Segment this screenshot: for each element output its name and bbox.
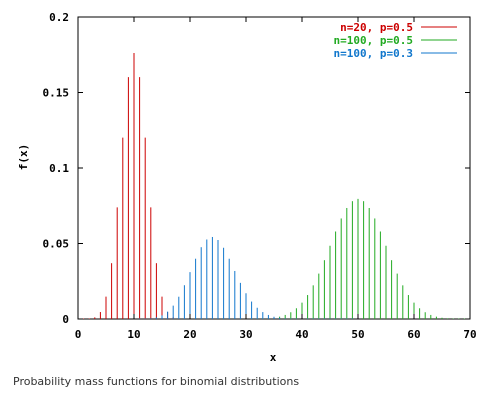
bars-group <box>77 52 471 319</box>
ticks-group: 0 10 20 30 40 50 60 70 0 0.05 0.1 0.15 0.2 <box>43 11 477 341</box>
binomial-pmf-chart: 0 10 20 30 40 50 60 70 0 0.05 0.1 0.15 0.2 f(x) x n=… <box>17 11 477 364</box>
legend: n=20, p=0.5n=100, p=0.5n=100, p=0.3 <box>334 21 457 60</box>
x-tick-label-50: 50 <box>351 328 364 341</box>
x-tick-label-40: 40 <box>295 328 308 341</box>
plot-frame-group <box>77 16 471 320</box>
y-tick-label-2: 0.1 <box>49 162 69 175</box>
x-tick-label-10: 10 <box>127 328 140 341</box>
figure-caption: Probability mass functions for binomial … <box>13 375 300 388</box>
plot-frame <box>77 16 471 320</box>
legend-label-1: n=20, p=0.5 <box>340 21 413 34</box>
y-tick-label-4: 0.2 <box>49 11 69 24</box>
x-tick-label-70: 70 <box>463 328 476 341</box>
y-tick-label-1: 0.05 <box>43 238 70 251</box>
legend-label-3: n=100, p=0.3 <box>334 47 413 60</box>
x-tick-label-0: 0 <box>75 328 82 341</box>
x-tick-label-30: 30 <box>239 328 252 341</box>
y-axis-label: f(x) <box>17 144 30 171</box>
y-tick-label-3: 0.15 <box>43 87 70 100</box>
x-tick-label-60: 60 <box>407 328 420 341</box>
y-tick-label-0: 0 <box>62 313 69 326</box>
x-tick-label-20: 20 <box>183 328 196 341</box>
legend-label-2: n=100, p=0.5 <box>334 34 413 47</box>
x-axis-label: x <box>270 351 277 364</box>
